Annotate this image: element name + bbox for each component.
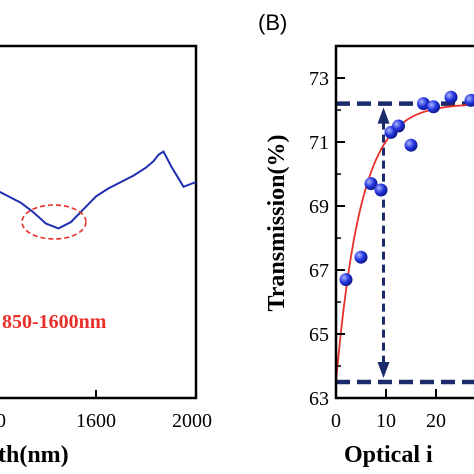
panel-b-fit-curve: [335, 103, 474, 383]
panel-a-x-tick-label: 1600: [76, 410, 116, 432]
panel-b-x-tick-label: 0: [331, 410, 341, 432]
panel-b-y-tick-label: 69: [309, 196, 329, 218]
panel-a: 0 1600 2000 850-1600nm th(nm): [0, 44, 212, 468]
panel-b-reference-lines: [336, 101, 474, 385]
panel-b-scatter-points: [339, 90, 474, 287]
panel-a-x-axis-label: th(nm): [0, 442, 69, 468]
panel-b-y-tick-label: 63: [309, 388, 329, 410]
panel-b-data-point: [444, 90, 458, 104]
panel-b-frame: [334, 44, 474, 400]
panel-b-data-point: [417, 97, 430, 111]
panel-a-frame: [0, 44, 198, 400]
panel-a-x-tick-label: 2000: [172, 410, 212, 432]
panel-b-data-point: [464, 93, 474, 107]
panel-b-x-tick-label: 10: [376, 410, 396, 432]
panel-b-y-tick-label: 67: [309, 260, 329, 282]
panel-b-y-axis-label: Transmission(%): [264, 135, 290, 312]
panel-b-y-tick-label: 73: [309, 68, 329, 90]
panel-b-data-point: [354, 250, 368, 264]
panel-b-y-tick-label: 71: [309, 132, 329, 154]
panel-b-data-point: [392, 119, 405, 133]
panel-b-data-point: [427, 100, 440, 114]
panel-a-x-tick-label: 0: [0, 410, 6, 432]
panel-a-x-ticks: 0 1600 2000: [0, 390, 212, 432]
panel-b-range-arrow-head-up: [377, 107, 390, 124]
panel-a-series-line: [0, 150, 197, 230]
panel-b-x-tick-label: 20: [426, 410, 446, 432]
panel-b-y-tick-label: 65: [309, 324, 329, 346]
panel-b-data-point: [374, 183, 388, 197]
panel-b-data-point: [339, 273, 353, 287]
panel-a-annotation-ellipse: [21, 204, 87, 240]
panel-b-data-point: [364, 177, 378, 191]
panel-b-range-arrow-head-down: [377, 362, 390, 378]
panel-b-data-point: [404, 138, 418, 152]
panel-b-x-axis-label: Optical i: [344, 442, 433, 468]
panel-a-annotation-label: 850-1600nm: [2, 311, 107, 333]
panel-b-label: (B): [258, 10, 287, 35]
panel-b-ticks: 63 65 67 69 71 73 0 10 20: [309, 68, 446, 432]
panel-b: (B) Transmission(%) 63 65 67 69 71 73 0 10 20 Op…: [258, 10, 474, 468]
